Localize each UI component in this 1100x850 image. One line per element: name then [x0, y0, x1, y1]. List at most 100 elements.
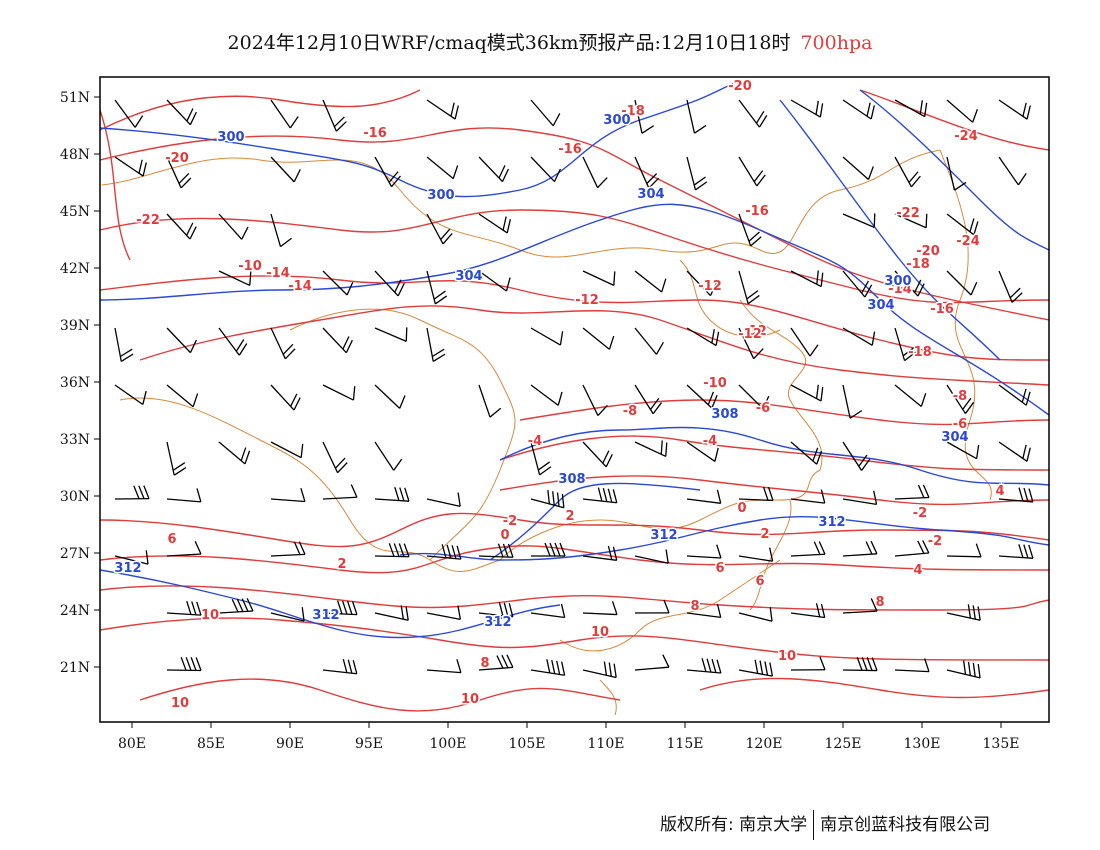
wind-barb [426, 270, 448, 305]
wind-barb [790, 270, 824, 288]
wind-barb [790, 603, 826, 619]
wind-barb [270, 213, 292, 248]
isotherm-label: -12 [698, 279, 722, 294]
wind-barb [738, 270, 760, 305]
wind-barb [686, 658, 722, 674]
height-contour-label: 312 [114, 561, 141, 576]
wind-barb [166, 327, 197, 354]
wind-barb [478, 654, 514, 671]
wind-barb [634, 99, 655, 134]
wind-barb [426, 544, 462, 560]
wind-barb [790, 541, 826, 557]
wind-barb [790, 99, 824, 118]
wind-barb [582, 156, 608, 189]
isotherm-label: -2 [928, 534, 942, 549]
wind-barb [582, 661, 617, 679]
height-contour-label: 308 [711, 407, 738, 422]
wind-barb [374, 487, 410, 502]
isotherm-label: 6 [167, 532, 176, 547]
isotherm-label: -12 [743, 324, 767, 339]
wind-barb [946, 270, 978, 296]
wind-barb [842, 540, 878, 557]
wind-barb [946, 543, 982, 558]
lat-label: 42N [60, 261, 90, 277]
wind-barb [426, 659, 462, 674]
wind-barb [946, 660, 981, 679]
wind-barb [738, 607, 773, 622]
wind-barb [738, 156, 766, 187]
isotherm-label: 10 [591, 625, 609, 640]
wind-barb [322, 659, 358, 675]
wind-barb [478, 213, 511, 234]
isotherm-label: -16 [363, 126, 387, 141]
wind-barb [530, 659, 566, 676]
isotherm-label: -16 [745, 204, 769, 219]
wind-barb [946, 213, 979, 236]
isotherm-label: 0 [737, 501, 746, 516]
wind-barb [998, 156, 1027, 186]
wind-barb [686, 156, 708, 191]
isotherm-label: -20 [728, 79, 752, 94]
wind-barb [686, 544, 722, 559]
lon-label: 130E [904, 736, 941, 752]
isotherm-label: -18 [621, 104, 645, 119]
wind-barb [634, 327, 664, 355]
wind-barb [426, 605, 462, 621]
wind-barb [790, 441, 823, 465]
wind-barb [426, 492, 461, 507]
title-main: 2024年12月10日WRF/cmaq模式36km预报产品:12月10日18时 [227, 32, 791, 54]
wind-barb [842, 657, 878, 672]
wind-barb [374, 327, 408, 342]
isotherm-label: -2 [913, 506, 927, 521]
wind-barb [270, 99, 299, 129]
wind-barb [842, 490, 878, 506]
temperature-labels: -20-18-16-20-24-22-24-22-20-18-16-16-14-… [135, 78, 1006, 713]
wind-barb [894, 327, 917, 362]
wind-barb [166, 384, 199, 408]
lon-label: 110E [588, 736, 625, 752]
wind-barb [738, 384, 770, 410]
wind-barb [218, 213, 249, 240]
wind-barb [634, 156, 660, 189]
isotherm-label: 8 [875, 595, 884, 610]
wind-barb [530, 99, 561, 127]
wind-barb [478, 384, 502, 418]
map-frame [99, 76, 1050, 723]
isotherm-label: -24 [956, 234, 980, 249]
wind-barb [686, 441, 719, 462]
height-contour-label: 312 [650, 528, 677, 543]
wind-barb [322, 600, 358, 616]
isotherm-label: 2 [337, 557, 346, 572]
wind-barb [582, 546, 618, 561]
wind-barb [686, 489, 722, 504]
wind-barb [894, 99, 928, 118]
wind-barb [374, 543, 410, 558]
wind-barb [426, 327, 446, 362]
isotherm-label: -12 [738, 327, 762, 342]
wind-barb [790, 327, 819, 357]
wind-barb [842, 384, 863, 419]
isotherm-label: -20 [165, 151, 189, 166]
lat-label: 33N [60, 432, 90, 448]
isotherm-label: 0 [500, 528, 509, 543]
wind-barb [998, 384, 1031, 406]
lon-label: 135E [983, 736, 1020, 752]
lon-label: 100E [430, 736, 467, 752]
isotherm-label: 2 [760, 527, 769, 542]
wind-barb [426, 156, 459, 180]
wind-barb [790, 489, 826, 504]
isotherm-label: -16 [558, 142, 582, 157]
wind-barb [998, 99, 1031, 120]
height-contour-label: 312 [312, 608, 339, 623]
wind-barb [946, 441, 980, 460]
wind-barb [478, 156, 510, 183]
isotherm-label: -18 [908, 345, 932, 360]
isotherm-label: -2 [503, 514, 517, 529]
lat-label: 36N [60, 375, 90, 391]
wind-barb [166, 656, 202, 672]
wind-barb [166, 99, 197, 126]
wind-barb [894, 384, 927, 408]
wind-barb [270, 487, 306, 503]
isotherm-label: 4 [913, 563, 922, 578]
